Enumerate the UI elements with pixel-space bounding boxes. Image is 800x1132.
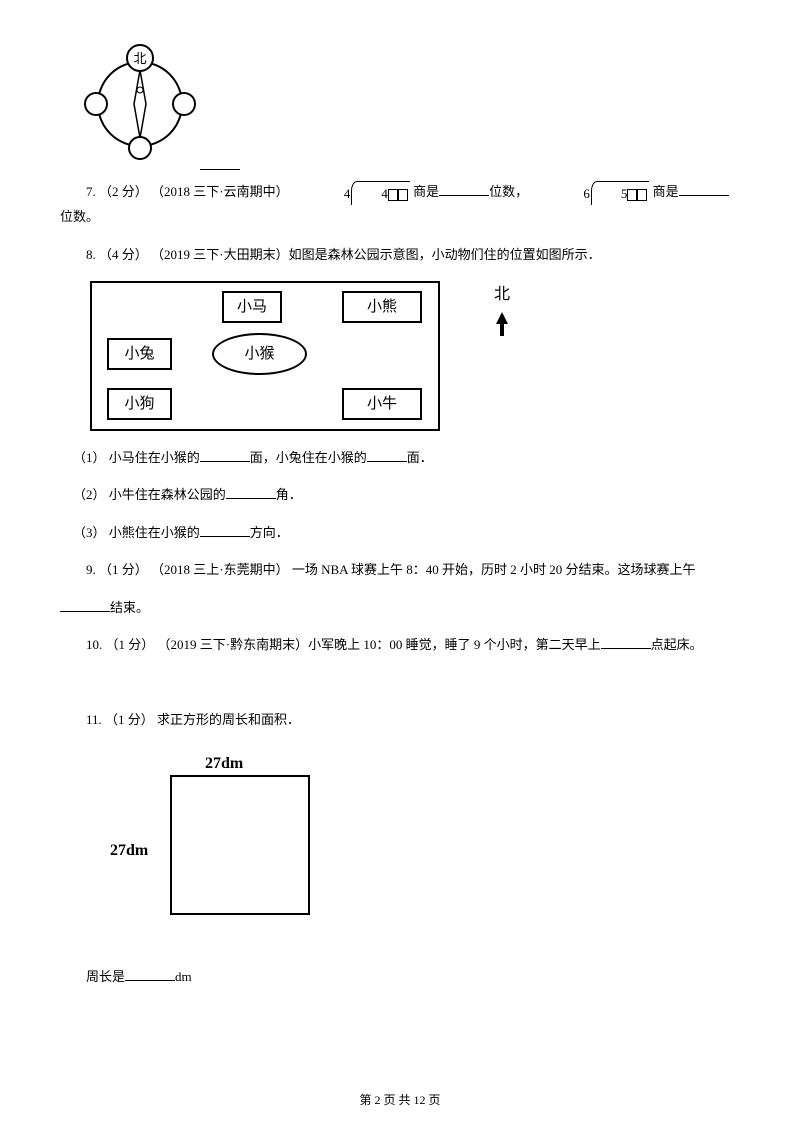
- cell-dog: 小狗: [107, 388, 172, 420]
- q7-blank-1[interactable]: [439, 182, 489, 196]
- compass-figure: 北: [80, 40, 200, 160]
- square-left-label: 27dm: [110, 837, 148, 866]
- question-7: 7. （2 分） （2018 三下·云南期中） 44 商是位数， 65 商是位数…: [60, 180, 740, 229]
- q7-div2-dividend: 5: [591, 181, 650, 205]
- q7-division-1: 44: [292, 181, 410, 205]
- question-8: 8. （4 分） （2019 三下·大田期末）如图是森林公园示意图，小动物们住的…: [60, 243, 740, 266]
- q11-blank[interactable]: [125, 967, 175, 981]
- square-shape: [170, 775, 310, 915]
- square-figure: 27dm 27dm: [110, 745, 330, 945]
- compass-blank[interactable]: [200, 156, 240, 170]
- q7-division-2: 65: [531, 181, 649, 205]
- page-footer: 第 2 页 共 12 页: [0, 1090, 800, 1112]
- park-outer: 小马 小熊 小兔 小猴 小狗 小牛: [90, 281, 440, 431]
- cell-bear: 小熊: [342, 291, 422, 323]
- q8-blank-1a[interactable]: [200, 448, 250, 462]
- q8-blank-3[interactable]: [200, 523, 250, 537]
- question-9: 9. （1 分） （2018 三上·东莞期中） 一场 NBA 球赛上午 8：40…: [60, 558, 740, 581]
- cell-cow: 小牛: [342, 388, 422, 420]
- north-indicator: 北: [494, 281, 510, 338]
- question-10: 10. （1 分） （2019 三下·黔东南期末）小军晚上 10：00 睡觉，睡…: [60, 633, 740, 656]
- q8-blank-2[interactable]: [226, 485, 276, 499]
- q11-perimeter: 周长是dm: [86, 965, 740, 988]
- q8-blank-1b[interactable]: [367, 448, 407, 462]
- q7-blank-2[interactable]: [679, 182, 729, 196]
- q7-div1-dividend: 4: [351, 181, 410, 205]
- cell-rabbit: 小兔: [107, 338, 172, 370]
- q9-blank[interactable]: [60, 598, 110, 612]
- q8-sub3: （3） 小熊住在小猴的方向．: [60, 521, 740, 544]
- q7-prefix: 7. （2 分） （2018 三下·云南期中）: [86, 184, 289, 199]
- compass-north-label: 北: [133, 51, 146, 66]
- q10-blank[interactable]: [601, 635, 651, 649]
- park-map: 小马 小熊 小兔 小猴 小狗 小牛 北: [90, 281, 480, 431]
- q8-sub2: （2） 小牛住在森林公园的角．: [60, 483, 740, 506]
- question-11: 11. （1 分） 求正方形的周长和面积．: [60, 708, 740, 731]
- question-9-cont: 结束。: [60, 596, 740, 619]
- cell-horse: 小马: [222, 291, 282, 323]
- q8-text: 8. （4 分） （2019 三下·大田期末）如图是森林公园示意图，小动物们住的…: [86, 247, 601, 262]
- cell-monkey: 小猴: [212, 333, 307, 375]
- q8-sub1: （1） 小马住在小猴的面，小兔住在小猴的面．: [60, 446, 740, 469]
